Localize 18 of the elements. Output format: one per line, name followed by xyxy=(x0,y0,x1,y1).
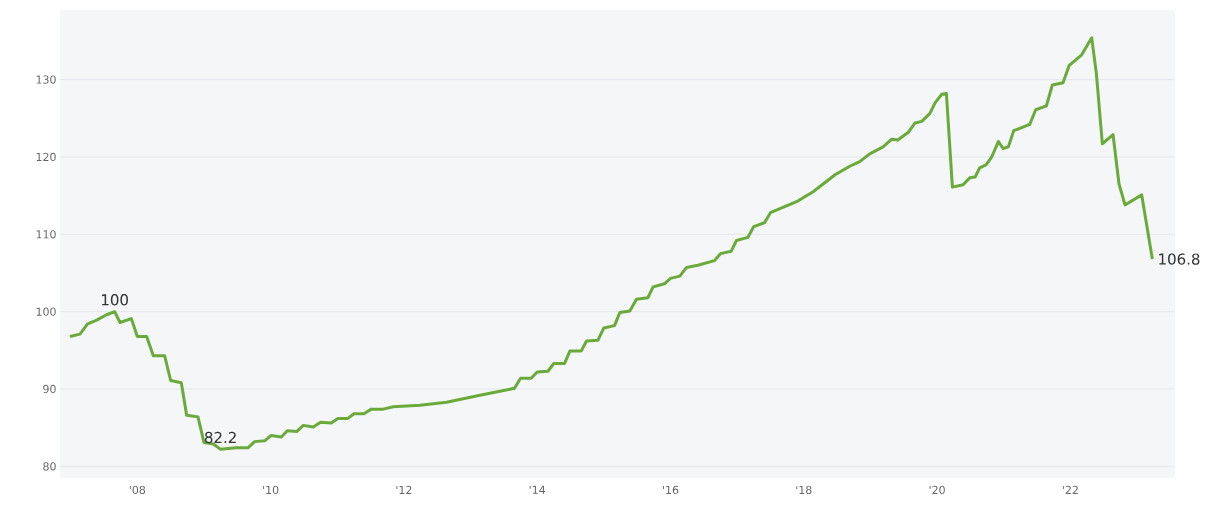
y-tick-label: 130 xyxy=(36,75,56,84)
annotation: 100 xyxy=(101,294,128,306)
x-tick-label: '18 xyxy=(796,485,812,495)
x-tick-label: '10 xyxy=(263,485,279,495)
x-tick-label: '14 xyxy=(529,485,546,494)
annotation: 82.2 xyxy=(204,431,236,444)
y-tick-label: 100 xyxy=(36,307,56,316)
x-tick-label: '20 xyxy=(929,485,945,495)
y-tick-label: 110 xyxy=(36,230,56,239)
y-tick-label: 120 xyxy=(36,152,56,162)
x-tick-label: '16 xyxy=(663,485,679,495)
y-tick-label: 80 xyxy=(43,462,56,471)
x-tick-label: '08 xyxy=(129,485,146,495)
annotation: 106.8 xyxy=(1159,253,1200,265)
line-series xyxy=(68,36,1154,451)
x-tick-label: '12 xyxy=(396,485,412,494)
y-tick-label: 90 xyxy=(43,384,56,394)
x-tick-label: '22 xyxy=(1062,485,1078,494)
